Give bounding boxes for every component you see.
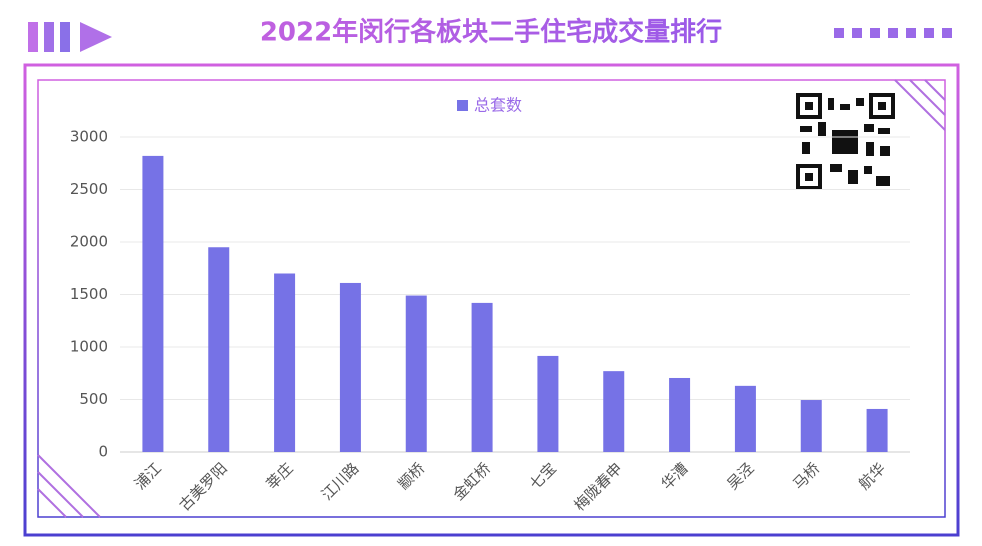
x-tick-label: 梅陇春申 (571, 459, 626, 514)
y-tick-label: 500 (79, 390, 108, 408)
bar (537, 355, 559, 452)
bar (339, 282, 361, 452)
bar (866, 408, 888, 452)
decoration (23, 22, 960, 537)
legend-label: 总套数 (474, 96, 522, 115)
y-tick-label: 1500 (70, 285, 108, 303)
bar (669, 377, 691, 452)
x-tick-label: 华漕 (658, 459, 692, 493)
bar (603, 371, 625, 452)
y-tick-label: 0 (98, 443, 108, 461)
bar (274, 273, 296, 452)
y-tick-label: 2500 (70, 180, 108, 198)
bar (208, 247, 230, 452)
x-tick-label: 江川路 (318, 459, 363, 504)
bar (405, 295, 427, 452)
bar (471, 302, 493, 452)
x-tick-label: 航华 (855, 459, 889, 493)
x-tick-label: 吴泾 (723, 459, 757, 493)
bar (734, 385, 756, 452)
chart-title: 2022年闵行各板块二手住宅成交量排行 (260, 17, 722, 48)
x-tick-label: 颛桥 (394, 459, 428, 493)
bar (800, 400, 822, 452)
x-tick-label: 马桥 (789, 459, 823, 493)
x-tick-label: 古美罗阳 (176, 459, 231, 514)
y-tick-label: 3000 (70, 128, 108, 146)
x-tick-label: 浦江 (131, 459, 165, 493)
bar (142, 155, 164, 452)
x-tick-label: 七宝 (526, 459, 560, 493)
x-tick-label: 金虹桥 (450, 459, 495, 504)
x-tick-label: 莘庄 (263, 459, 297, 493)
y-tick-label: 2000 (70, 233, 108, 251)
legend-swatch (457, 100, 468, 111)
y-tick-label: 1000 (70, 338, 108, 356)
